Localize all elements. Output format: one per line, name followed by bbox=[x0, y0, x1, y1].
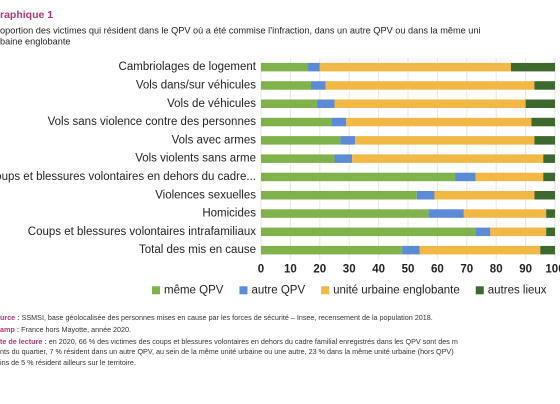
bar-segment bbox=[261, 136, 341, 145]
note: nts du quartier, 7 % résident dans un au… bbox=[0, 347, 454, 356]
note-text: SSMSI, base géolocalisée des personnes m… bbox=[20, 313, 433, 322]
bar-segment bbox=[261, 117, 332, 127]
y-tick-label: Violences sexuelles bbox=[155, 189, 256, 201]
bar-segment bbox=[525, 99, 555, 108]
y-tick-label: Vols dans/sur véhicules bbox=[136, 79, 256, 91]
bar-segment bbox=[352, 154, 544, 163]
bar-segment bbox=[340, 136, 356, 145]
y-tick-label: oups et blessures volontaires en dehors … bbox=[0, 171, 256, 183]
note-text: ins de 5 % résident ailleurs sur le terr… bbox=[0, 358, 136, 367]
bar-segment bbox=[434, 191, 535, 200]
bar-segment bbox=[419, 245, 541, 255]
legend-swatch bbox=[152, 286, 160, 295]
y-tick-label: Vols avec armes bbox=[172, 134, 257, 146]
chart-subtitle: baine englobante bbox=[0, 36, 71, 46]
chart-subtitle: oportion des victimes qui résident dans … bbox=[0, 25, 481, 35]
x-tick-label: 100 bbox=[545, 263, 560, 275]
note-text: en 2020, 66 % des victimes des coups et … bbox=[47, 337, 458, 346]
legend-label: autre QPV bbox=[251, 284, 305, 296]
x-tick-label: 60 bbox=[431, 263, 444, 275]
x-tick-label: 0 bbox=[258, 263, 264, 275]
bar-segment bbox=[310, 81, 326, 90]
x-tick-label: 30 bbox=[343, 263, 356, 275]
bar-segment bbox=[531, 117, 555, 127]
bar-segment bbox=[325, 81, 535, 90]
bar-segment bbox=[319, 62, 511, 72]
bar-segment bbox=[534, 136, 555, 145]
y-tick-label: Vols violents sans arme bbox=[135, 153, 256, 165]
legend-label: unité urbaine englobante bbox=[333, 284, 460, 296]
x-tick-label: 70 bbox=[460, 263, 473, 275]
x-tick-label: 40 bbox=[372, 263, 385, 275]
y-tick-label: Homicides bbox=[202, 208, 256, 220]
bar-segment bbox=[334, 154, 353, 163]
bar-segment bbox=[261, 227, 476, 237]
bar-segment bbox=[261, 154, 335, 163]
x-tick-label: 10 bbox=[284, 263, 297, 275]
bar-segment bbox=[455, 172, 476, 182]
legend-swatch bbox=[239, 286, 248, 295]
bar-segment bbox=[402, 245, 420, 255]
chart-title: raphique 1 bbox=[0, 9, 53, 21]
x-tick-label: 50 bbox=[402, 263, 415, 275]
y-tick-label: Coups et blessures volontaires intrafami… bbox=[28, 226, 256, 238]
bar-segment bbox=[261, 172, 456, 182]
x-tick-label: 90 bbox=[519, 263, 532, 275]
y-tick-label: Vols sans violence contre des personnes bbox=[48, 116, 257, 128]
note-label: urce : bbox=[0, 313, 20, 322]
bar-segment bbox=[261, 81, 311, 90]
bar-segment bbox=[546, 209, 555, 218]
bar-segment bbox=[261, 99, 317, 108]
bar-segment bbox=[540, 245, 555, 255]
bar-segment bbox=[261, 245, 403, 255]
x-tick-label: 80 bbox=[490, 263, 503, 275]
note-label: te de lecture : bbox=[0, 337, 47, 346]
note: ins de 5 % résident ailleurs sur le terr… bbox=[0, 358, 136, 367]
bar-segment bbox=[534, 81, 555, 90]
bar-segment bbox=[261, 191, 417, 200]
bar-segment bbox=[475, 227, 491, 237]
note-label: amp : bbox=[0, 325, 19, 334]
bar-segment bbox=[428, 209, 464, 218]
y-tick-label: Vols de véhicules bbox=[167, 98, 256, 110]
bar-segment bbox=[543, 154, 555, 163]
note: amp : France hors Mayotte, année 2020. bbox=[0, 325, 131, 334]
bar-segment bbox=[534, 191, 555, 200]
bar-segment bbox=[261, 62, 309, 72]
bar-segment bbox=[355, 136, 535, 145]
bar-segment bbox=[316, 99, 335, 108]
bar-segment bbox=[334, 99, 526, 108]
legend-label: autres lieux bbox=[488, 284, 547, 296]
note-text: nts du quartier, 7 % résident dans un au… bbox=[0, 347, 454, 356]
legend-label: même QPV bbox=[164, 284, 224, 296]
note: urce : SSMSI, base géolocalisée des pers… bbox=[0, 313, 433, 322]
legend-swatch bbox=[321, 286, 330, 295]
note: te de lecture : en 2020, 66 % des victim… bbox=[0, 337, 458, 346]
bar-segment bbox=[475, 172, 544, 182]
bar-segment bbox=[416, 191, 435, 200]
note-text: France hors Mayotte, année 2020. bbox=[19, 325, 131, 334]
bar-segment bbox=[463, 209, 547, 218]
bar-segment bbox=[490, 227, 547, 237]
bar-segment bbox=[261, 209, 429, 218]
bar-segment bbox=[308, 62, 320, 72]
x-tick-label: 20 bbox=[313, 263, 326, 275]
legend-swatch bbox=[475, 286, 484, 295]
bar-segment bbox=[546, 227, 555, 237]
bar-segment bbox=[543, 172, 555, 182]
bar-segment bbox=[331, 117, 347, 127]
y-tick-label: Cambriolages de logement bbox=[119, 61, 257, 73]
y-tick-label: Total des mis en cause bbox=[139, 244, 256, 256]
bar-segment bbox=[346, 117, 532, 127]
bar-segment bbox=[510, 62, 555, 72]
